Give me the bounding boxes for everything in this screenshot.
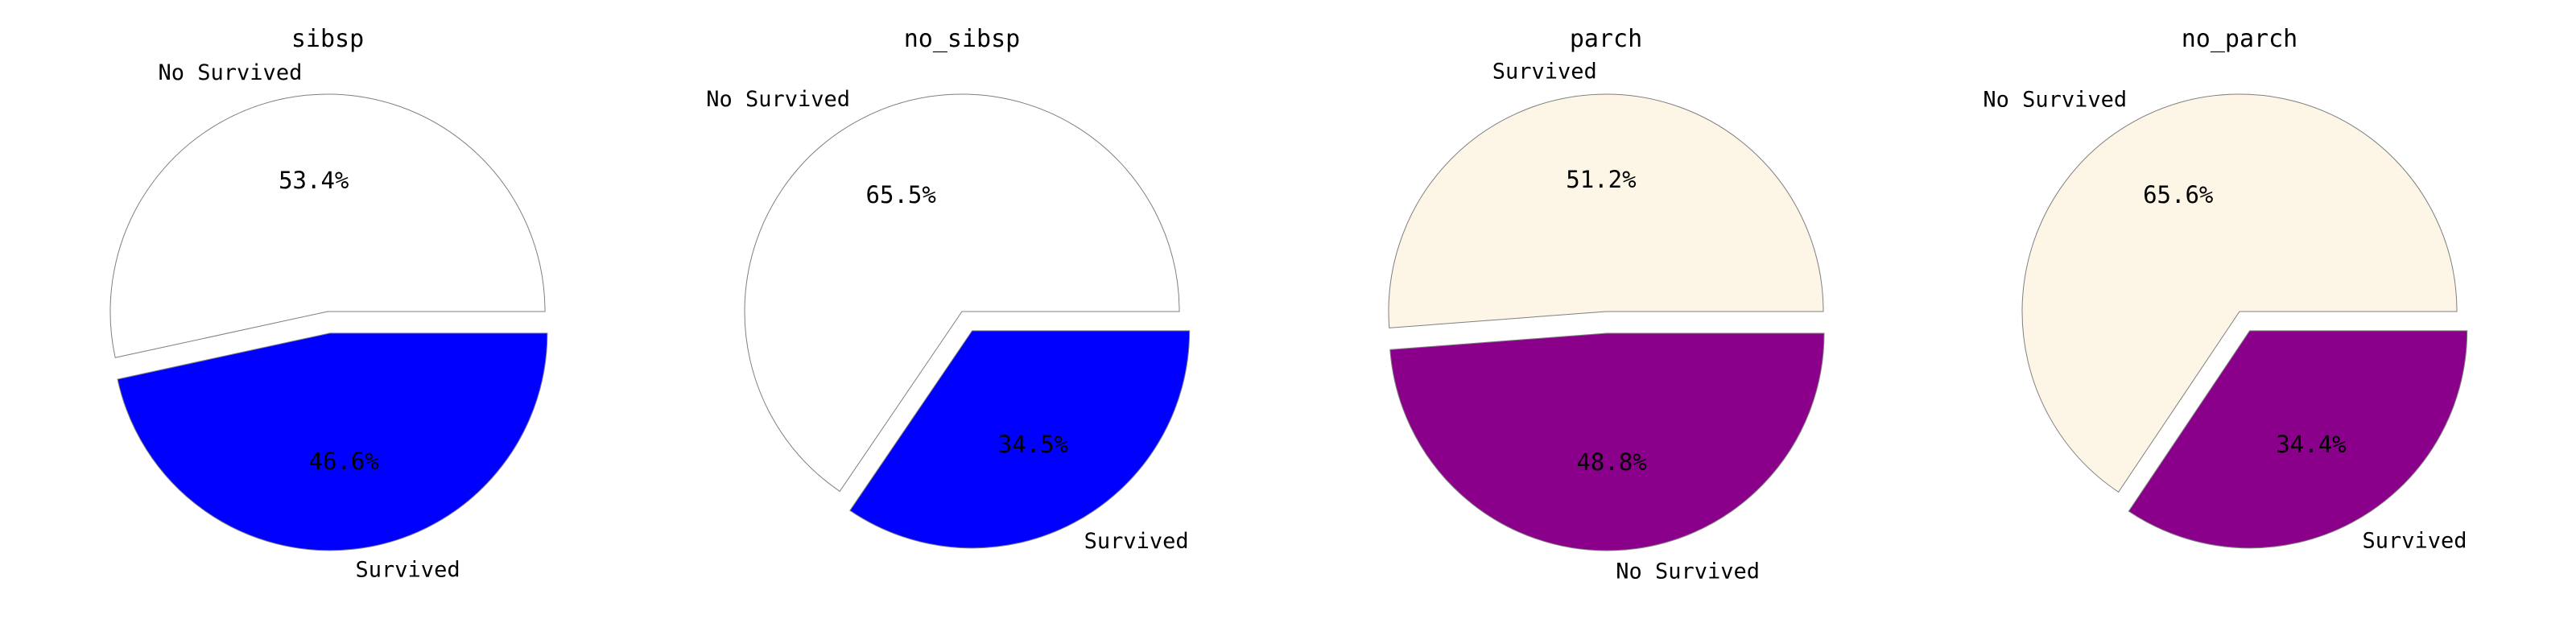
slice-label: No Survived <box>159 60 303 85</box>
pie-slice-no-survived <box>1389 332 1825 551</box>
pie-chart-no-parch: no_parch No Survived 65.6% Survived 34.4% <box>1983 25 2468 553</box>
pie-slice-survived <box>1388 93 1824 328</box>
percentage-label: 34.4% <box>2276 431 2346 458</box>
pie-slice-no-survived <box>2021 93 2458 493</box>
percentage-label: 46.6% <box>308 448 378 475</box>
slice-label: Survived <box>1492 60 1597 85</box>
slice-label: Survived <box>1084 529 1189 554</box>
pie-slice-survived <box>849 330 1191 549</box>
pie-slice-survived <box>117 332 548 551</box>
percentage-label: 65.5% <box>866 181 936 208</box>
chart-title: no_sibsp <box>904 25 1021 53</box>
pie-chart-no-sibsp: no_sibsp No Survived 65.5% Survived 34.5% <box>706 25 1191 554</box>
slice-label: Survived <box>356 558 460 583</box>
pie-slice-no-survived <box>744 93 1180 493</box>
chart-title: parch <box>1570 25 1642 53</box>
pie-chart-sibsp: sibsp No Survived 53.4% Survived 46.6% <box>109 25 548 583</box>
slice-label: No Survived <box>1983 87 2127 112</box>
percentage-label: 53.4% <box>279 167 349 194</box>
percentage-label: 48.8% <box>1576 448 1646 476</box>
slice-label: Survived <box>2363 528 2467 553</box>
percentage-label: 51.2% <box>1566 166 1636 193</box>
chart-title: sibsp <box>291 25 364 53</box>
percentage-label: 65.6% <box>2143 181 2213 208</box>
pie-slice-no-survived <box>109 93 546 358</box>
slice-label: No Survived <box>1616 559 1760 584</box>
pie-slice-survived <box>2128 330 2468 549</box>
chart-title: no_parch <box>2182 25 2298 53</box>
slice-label: No Survived <box>706 87 850 112</box>
pie-chart-parch: parch Survived 51.2% No Survived 48.8% <box>1388 25 1825 584</box>
percentage-label: 34.5% <box>998 431 1068 458</box>
